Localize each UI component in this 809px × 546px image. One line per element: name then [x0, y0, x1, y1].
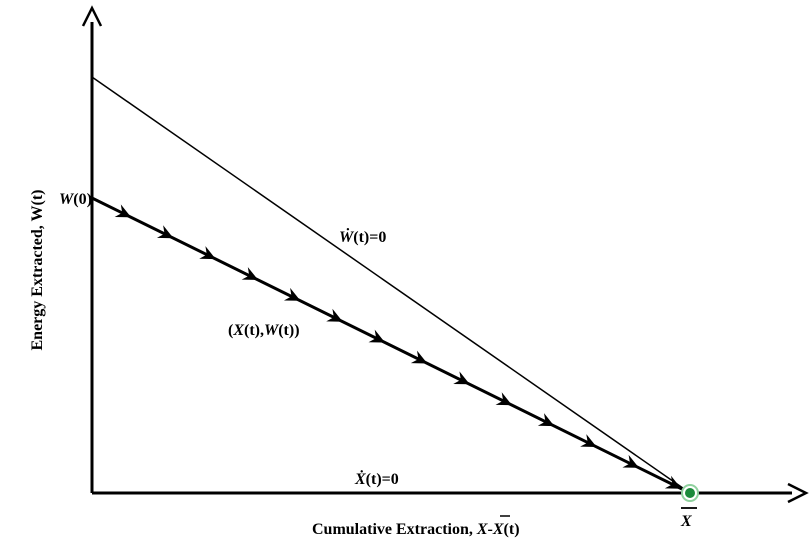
path-x: X: [232, 322, 244, 339]
x-axis-arrowhead: [787, 482, 809, 504]
trajectory-arrow: [410, 350, 428, 364]
trajectory-arrow: [326, 308, 343, 322]
trajectory-arrow: [156, 225, 174, 239]
trajectory-path: [91, 196, 691, 495]
trajectory-arrow: [283, 287, 301, 301]
w0-var: W: [59, 191, 75, 208]
x-axis-title-prefix: Cumulative Extraction,: [312, 521, 477, 538]
path-open: (: [228, 322, 233, 339]
xdot-rest: (t)=0: [366, 471, 399, 488]
x-axis-title: Cumulative Extraction, X-X(t): [312, 521, 520, 538]
xbar-label: X: [680, 513, 692, 530]
wdot-label: Ẇ(t)=0: [339, 227, 386, 246]
endpoint-marker: [685, 488, 695, 498]
trajectory-arrows: [114, 204, 682, 489]
trajectory-arrow: [241, 267, 259, 280]
path-close: (t)): [278, 322, 299, 339]
trajectory-arrow: [114, 204, 132, 218]
trajectory-arrow: [453, 371, 470, 385]
wdot-var: Ẇ: [339, 227, 355, 246]
path-mid: (t),: [244, 322, 264, 339]
wdot-rest: (t)=0: [353, 229, 386, 246]
trajectory-arrow: [495, 392, 513, 406]
trajectory-arrow: [622, 454, 639, 468]
path-label: (X(t),W(t)): [228, 322, 300, 339]
x-axis-title-suffix: (t): [504, 521, 520, 538]
xdot-label: Ẋ(t)=0: [354, 469, 399, 488]
x-axis-title-xbar: X: [476, 521, 488, 538]
y-axis-arrowhead: [81, 5, 103, 27]
trajectory-arrow: [664, 475, 682, 489]
path-w: W: [264, 322, 280, 339]
y-axis-title: Energy Extracted, W(t): [29, 190, 46, 351]
xdot-var: Ẋ: [354, 469, 366, 488]
trajectory-arrow: [580, 434, 597, 447]
trajectory-arrow: [368, 329, 386, 343]
w0-label: W(0): [59, 191, 92, 208]
x-axis-title-xt: X: [492, 521, 504, 538]
w0-arg: (0): [73, 191, 92, 208]
trajectory-arrow: [199, 246, 216, 260]
wdot-zero-line: [91, 76, 691, 494]
trajectory-arrow: [537, 413, 555, 427]
x-axis-title-dash: -: [488, 521, 493, 538]
